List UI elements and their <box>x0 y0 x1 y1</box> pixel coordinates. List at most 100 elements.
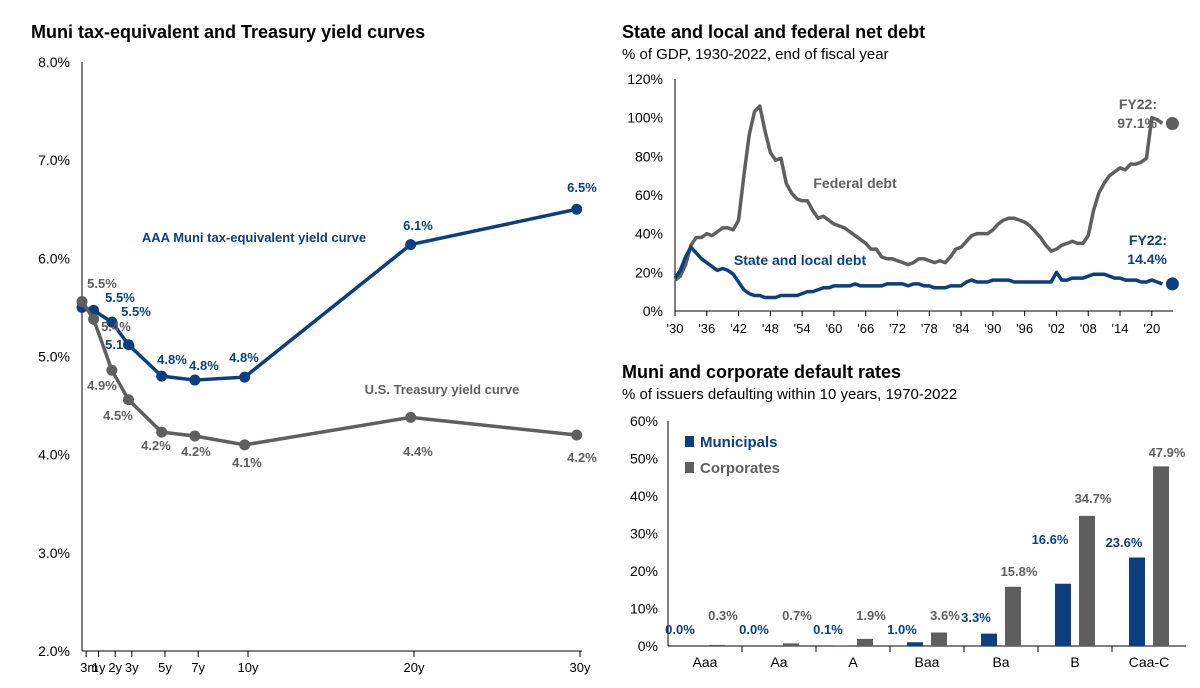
yield-x-tick-label: 1y <box>92 660 106 675</box>
state-fy22-label: FY22: <box>1129 232 1167 248</box>
corporate-default-bar <box>931 632 947 646</box>
default-y-tick-label: 60% <box>630 413 658 429</box>
treasury-yield-data-label: 4.9% <box>87 378 117 393</box>
state-fy22-value: 14.4% <box>1127 251 1167 267</box>
corporate-default-data-label: 47.9% <box>1149 445 1186 460</box>
default-y-tick-label: 50% <box>630 451 658 467</box>
debt-y-tick-label: 0% <box>643 303 663 319</box>
corporate-default-bar <box>709 644 725 646</box>
legend-municipals-label: Municipals <box>700 434 778 451</box>
municipal-default-data-label: 1.0% <box>887 622 917 637</box>
muni-yield-data-label: 4.8% <box>229 350 259 365</box>
default-category-label: Baa <box>915 654 940 670</box>
municipal-default-bar <box>1055 583 1071 646</box>
corporate-default-data-label: 34.7% <box>1075 491 1112 506</box>
default-category-label: Aaa <box>693 654 718 670</box>
federal-debt-endpoint <box>1165 116 1179 130</box>
default-category-label: A <box>848 654 858 670</box>
municipal-default-bar <box>981 633 997 646</box>
muni-yield-point <box>571 203 583 215</box>
default-y-tick-label: 30% <box>630 526 658 542</box>
state-local-debt-line <box>673 245 1164 300</box>
debt-x-tick-label: '08 <box>1080 321 1097 336</box>
municipal-default-data-label: 0.1% <box>813 622 843 637</box>
debt-x-tick-label: '72 <box>889 321 906 336</box>
yield-y-tick-label: 6.0% <box>38 250 70 266</box>
municipal-default-data-label: 0.0% <box>739 622 769 637</box>
muni-yield-point <box>189 374 201 386</box>
debt-y-tick-label: 100% <box>627 110 663 126</box>
debt-x-tick-label: '02 <box>1048 321 1065 336</box>
corporate-default-data-label: 15.8% <box>1001 564 1038 579</box>
muni-yield-point <box>405 239 417 251</box>
muni-yield-data-label: 6.5% <box>567 180 597 195</box>
corporate-default-bar <box>857 638 873 646</box>
corporate-default-bar <box>1079 515 1095 646</box>
debt-x-tick-label: '96 <box>1016 321 1033 336</box>
treasury-series-label: U.S. Treasury yield curve <box>365 382 520 397</box>
default-category-label: Aa <box>770 654 787 670</box>
yield-y-tick-label: 3.0% <box>38 545 70 561</box>
corporate-default-data-label: 0.7% <box>782 608 812 623</box>
municipal-default-bar <box>907 642 923 646</box>
yield-x-tick-label: 30y <box>570 660 591 675</box>
legend-corporates-swatch <box>685 462 694 473</box>
debt-x-tick-label: '60 <box>825 321 842 336</box>
treasury-yield-data-label: 4.2% <box>567 450 597 465</box>
yield-x-tick-label: 3m <box>80 660 98 675</box>
debt-x-tick-label: '42 <box>730 321 747 336</box>
municipal-default-bar <box>1129 557 1145 646</box>
corporate-default-data-label: 1.9% <box>856 608 886 623</box>
debt-chart-title: State and local and federal net debt <box>622 22 926 42</box>
treasury-yield-data-label: 5.4% <box>101 319 131 334</box>
yield-y-tick-label: 2.0% <box>38 643 70 659</box>
treasury-yield-point <box>571 429 583 441</box>
default-chart-subtitle: % of issuers defaulting within 10 years,… <box>622 386 958 403</box>
yield-chart-title: Muni tax-equivalent and Treasury yield c… <box>31 22 426 42</box>
yield-x-tick-label: 10y <box>238 660 259 675</box>
debt-x-tick-label: '84 <box>953 321 970 336</box>
muni-yield-point <box>156 370 168 382</box>
default-category-label: B <box>1070 654 1079 670</box>
debt-y-tick-label: 60% <box>635 187 663 203</box>
default-y-tick-label: 40% <box>630 488 658 504</box>
yield-x-tick-label: 20y <box>404 660 425 675</box>
muni-series-label: AAA Muni tax-equivalent yield curve <box>142 230 366 245</box>
yield-x-tick-label: 3y <box>125 660 139 675</box>
muni-yield-data-label: 6.1% <box>403 218 433 233</box>
treasury-yield-point <box>405 411 417 423</box>
debt-x-tick-label: '14 <box>1112 321 1129 336</box>
debt-y-tick-label: 40% <box>635 226 663 242</box>
municipal-default-data-label: 23.6% <box>1106 535 1143 550</box>
debt-y-tick-label: 20% <box>635 264 663 280</box>
debt-x-tick-label: '30 <box>667 321 684 336</box>
corporate-default-data-label: 3.6% <box>930 608 960 623</box>
yield-y-tick-label: 4.0% <box>38 447 70 463</box>
treasury-yield-point <box>239 439 251 451</box>
debt-y-tick-label: 120% <box>627 71 663 87</box>
yield-y-tick-label: 5.0% <box>38 349 70 365</box>
debt-x-tick-label: '90 <box>984 321 1001 336</box>
default-category-label: Ba <box>992 654 1009 670</box>
yield-x-tick-label: 2y <box>108 660 122 675</box>
treasury-yield-data-label: 4.2% <box>141 438 171 453</box>
muni-yield-data-label: 5.1% <box>105 337 135 352</box>
corporate-default-bar <box>1153 466 1169 646</box>
muni-yield-point <box>239 371 251 383</box>
yield-y-tick-label: 7.0% <box>38 152 70 168</box>
default-y-tick-label: 0% <box>638 638 658 654</box>
treasury-yield-data-label: 4.5% <box>103 408 133 423</box>
municipal-default-data-label: 0.0% <box>665 622 695 637</box>
default-chart-title: Muni and corporate default rates <box>622 362 902 382</box>
yield-x-tick-label: 5y <box>158 660 172 675</box>
debt-x-tick-label: '48 <box>762 321 779 336</box>
muni-yield-data-label: 4.8% <box>189 358 219 373</box>
muni-yield-data-label: 5.5% <box>121 304 151 319</box>
debt-x-tick-label: '54 <box>794 321 811 336</box>
corporate-default-data-label: 0.3% <box>708 608 738 623</box>
yield-x-tick-label: 7y <box>191 660 205 675</box>
muni-yield-point <box>106 316 118 328</box>
treasury-yield-data-label: 4.2% <box>181 444 211 459</box>
default-y-tick-label: 10% <box>630 601 658 617</box>
